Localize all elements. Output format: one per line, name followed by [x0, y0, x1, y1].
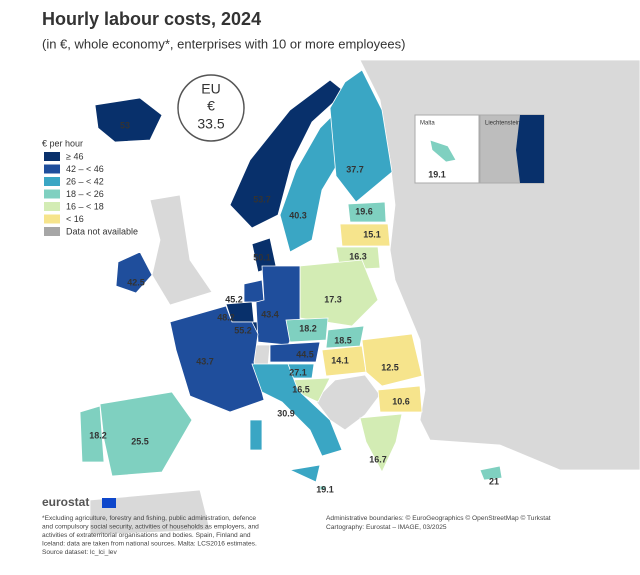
land: [314, 374, 381, 431]
legend-label: < 16: [66, 214, 84, 224]
legend-swatch: [44, 152, 60, 161]
eu-value: 33.5: [197, 116, 224, 132]
legend-label: 42 – < 46: [66, 164, 104, 174]
legend-label: Data not available: [66, 226, 138, 236]
title: Hourly labour costs, 2024: [42, 9, 261, 29]
value-label: 19.6: [355, 206, 373, 216]
value-label: 43.4: [261, 309, 279, 319]
region: [347, 201, 387, 223]
value-label: 10.6: [392, 396, 410, 406]
region: [479, 465, 503, 481]
value-label: 18.2: [89, 430, 107, 440]
value-label: 44.5: [296, 349, 314, 359]
eu-badge: [177, 74, 245, 142]
value-label: 53: [120, 120, 130, 130]
region: [359, 413, 403, 473]
value-label: 43.7: [196, 356, 214, 366]
footnote: Source dataset: lc_lci_lev: [42, 549, 117, 556]
value-label: 15.1: [363, 229, 381, 239]
value-label: 50.1: [253, 252, 271, 262]
region: [99, 391, 193, 477]
region: [169, 305, 265, 413]
region: [229, 79, 346, 229]
credit: Cartography: Eurostat – IMAGE, 03/2025: [326, 524, 447, 531]
region: [79, 405, 105, 463]
legend-title: € per hour: [42, 138, 83, 148]
value-label: 19.1: [428, 169, 446, 179]
value-label: 17.3: [324, 294, 342, 304]
value-label: 14.1: [331, 355, 349, 365]
region: [429, 139, 457, 163]
legend-label: ≥ 46: [66, 151, 83, 161]
region: [285, 317, 329, 343]
value-label: 30.9: [277, 408, 295, 418]
legend-swatch: [44, 202, 60, 211]
value-label: 16.5: [292, 384, 310, 394]
legend-swatch: [44, 177, 60, 186]
region: [249, 419, 263, 451]
inset-title: Liechtenstein: [485, 121, 520, 127]
region: [288, 464, 321, 483]
value-label: 18.2: [299, 323, 317, 333]
footnote: *Excluding agriculture, forestry and fis…: [42, 515, 256, 522]
eu-currency: €: [207, 98, 215, 114]
region: [269, 341, 321, 363]
eu-label: EU: [201, 81, 220, 97]
value-label: 45.2: [225, 294, 243, 304]
land: [149, 194, 213, 306]
footnote: activities of extraterritorial organisat…: [42, 532, 251, 539]
region: [329, 69, 393, 203]
eu-flag: [102, 498, 116, 508]
legend-swatch: [44, 189, 60, 199]
value-label: 21: [489, 476, 499, 486]
value-label: 55.2: [234, 325, 252, 335]
value-label: 37.7: [346, 164, 364, 174]
subtitle: (in €, whole economy*, enterprises with …: [42, 36, 405, 51]
value-label: 27.1: [289, 367, 307, 377]
legend-swatch: [44, 227, 60, 236]
legend-swatch: [44, 164, 60, 174]
region: [115, 251, 153, 294]
value-label: 40.3: [289, 210, 307, 220]
value-label: 16.7: [369, 454, 387, 464]
legend-label: 16 – < 18: [66, 201, 104, 211]
value-label: 48.2: [217, 312, 235, 322]
region: [319, 485, 327, 491]
brand: eurostat: [42, 495, 89, 509]
inset-title: Malta: [420, 121, 435, 127]
region: [243, 279, 265, 303]
region: [377, 385, 423, 413]
region: [94, 97, 163, 143]
region: [299, 259, 379, 327]
region: [361, 333, 423, 387]
footnote: and compulsory social security, activiti…: [42, 523, 259, 530]
land: [89, 489, 211, 536]
value-label: 16.3: [349, 251, 367, 261]
value-label: 19.1: [316, 484, 334, 494]
footnote: Iceland: data are taken from national so…: [42, 540, 257, 547]
credit: Administrative boundaries: © EuroGeograp…: [326, 514, 551, 522]
neighbour: [516, 115, 544, 183]
value-label: 42.5: [127, 277, 145, 287]
region: [251, 363, 343, 457]
legend-swatch: [44, 214, 60, 224]
value-label: 18.5: [334, 335, 352, 345]
value-label: 12.5: [381, 362, 399, 372]
legend-label: 26 – < 42: [66, 176, 104, 186]
value-label: 53.7: [253, 194, 271, 204]
region: [339, 223, 391, 247]
legend-label: 18 – < 26: [66, 189, 104, 199]
value-label: 25.5: [131, 436, 149, 446]
